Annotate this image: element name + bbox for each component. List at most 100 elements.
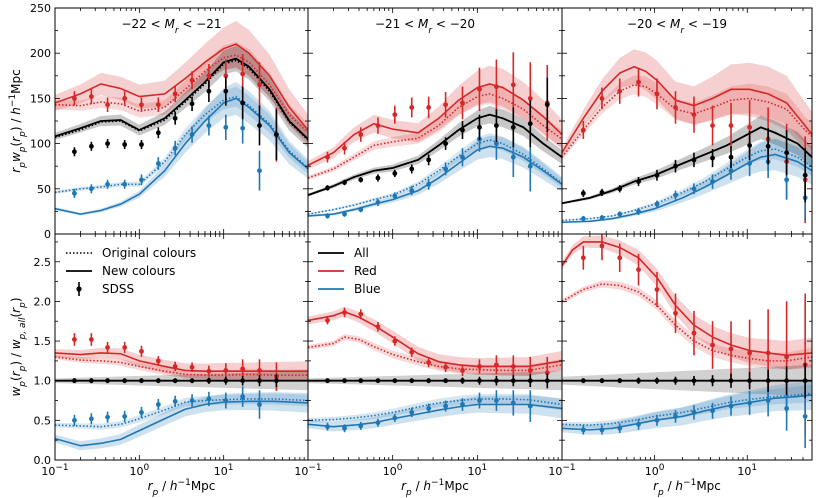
- panel-3-top: [562, 49, 812, 224]
- all_obs-point: [206, 88, 212, 94]
- blue_obs-point: [580, 216, 586, 222]
- blue_obs-point: [477, 398, 482, 403]
- red_orig-line: [562, 84, 812, 158]
- x-tick-label: 10−1: [294, 463, 321, 478]
- all_obs-point: [88, 378, 94, 384]
- red_obs-point: [443, 102, 449, 108]
- all_obs-point: [139, 378, 144, 384]
- all_obs-point: [325, 378, 330, 384]
- red_new-line: [308, 83, 562, 167]
- y-tick-label: 2.0: [34, 295, 52, 308]
- all_obs-point: [691, 157, 697, 163]
- blue_obs-point: [599, 427, 605, 433]
- panel-2-bottom: [308, 306, 562, 433]
- blue_orig-line: [308, 398, 562, 422]
- all_obs-point: [710, 155, 715, 161]
- legend-label: SDSS: [102, 282, 134, 296]
- all_obs-point: [784, 378, 790, 384]
- all_obs-point: [599, 190, 605, 195]
- blue_obs-point: [654, 417, 660, 423]
- red_obs-point: [673, 310, 678, 316]
- red_obs-point: [392, 112, 398, 118]
- blue_orig-band: [55, 86, 308, 194]
- all_new-line: [55, 57, 308, 140]
- red_obs-point: [409, 105, 415, 110]
- red_obs-point: [728, 123, 734, 128]
- all_obs-point: [636, 179, 641, 184]
- red_obs-point: [544, 370, 550, 376]
- all_obs-point: [122, 378, 128, 384]
- blue_obs-point: [510, 154, 516, 160]
- blue_obs-point: [392, 193, 398, 199]
- blue_obs-point: [710, 179, 715, 184]
- x-tick-label: 101: [737, 463, 757, 478]
- legend-label: Original colours: [102, 246, 196, 260]
- all_obs-point: [426, 157, 432, 163]
- x-tick-label: 100: [383, 463, 403, 478]
- red_obs-point: [172, 91, 178, 97]
- all_obs-point: [599, 378, 605, 384]
- y-tick-label: 50: [37, 183, 51, 196]
- red_obs-point: [784, 354, 790, 360]
- all_obs-point: [728, 378, 734, 384]
- all_obs-point: [240, 100, 246, 106]
- all_obs-point: [654, 172, 660, 178]
- red_obs-point: [460, 367, 465, 373]
- blue_obs-point: [240, 394, 246, 399]
- all_orig-line: [55, 59, 308, 141]
- blue_obs-point: [527, 403, 533, 409]
- red_obs-point: [580, 127, 586, 133]
- blue_obs-point: [691, 410, 697, 415]
- x-axis-label: rp / h−1Mpc: [401, 478, 469, 498]
- red_obs-point: [710, 123, 715, 128]
- panel-frame: [561, 233, 813, 461]
- blue_obs-point: [257, 402, 262, 407]
- red_obs-point: [257, 82, 262, 88]
- x-tick-label: 100: [645, 463, 665, 478]
- red_obs-point: [358, 311, 364, 317]
- all_obs-point: [342, 378, 347, 384]
- red_obs-point: [342, 145, 347, 151]
- blue_orig-band: [55, 393, 308, 430]
- blue_obs-point: [155, 402, 161, 407]
- all_obs-point: [325, 185, 330, 191]
- blue_obs-point: [617, 211, 623, 217]
- blue_new-band: [308, 135, 562, 218]
- all_obs-point: [747, 143, 752, 148]
- x-axis-label: rp / h−1Mpc: [148, 478, 216, 498]
- all_obs-point: [223, 88, 229, 94]
- panel-2-top: [308, 52, 562, 219]
- all_obs-point: [654, 378, 660, 384]
- all_obs-point: [460, 378, 465, 384]
- red_new-band: [562, 235, 812, 370]
- blue_orig-line: [562, 148, 812, 222]
- red_obs-point: [510, 364, 516, 369]
- all_new-line: [308, 113, 562, 196]
- red_obs-point: [240, 71, 246, 77]
- red_new-band: [55, 21, 308, 146]
- blue_obs-point: [375, 199, 381, 205]
- red_obs-point: [747, 124, 752, 130]
- red_orig-band: [55, 354, 308, 382]
- blue_obs-point: [122, 413, 128, 419]
- blue_obs-point: [599, 215, 605, 221]
- blue_obs-point: [691, 186, 697, 192]
- red_obs-point: [189, 364, 195, 370]
- blue_obs-point: [636, 209, 641, 214]
- red_obs-point: [155, 358, 161, 364]
- blue_orig-line: [308, 139, 562, 215]
- red_obs-point: [510, 82, 516, 88]
- all_obs-point: [691, 378, 697, 384]
- blue_obs-point: [426, 181, 432, 187]
- blue_obs-point: [510, 400, 516, 406]
- all_obs-point: [636, 378, 641, 384]
- red_obs-point: [747, 350, 752, 356]
- red_new-line: [55, 43, 308, 131]
- red_obs-point: [342, 310, 347, 315]
- blue_obs-point: [172, 398, 178, 404]
- x-axis-label: rp / h−1Mpc: [653, 478, 721, 498]
- all_obs-point: [88, 143, 94, 149]
- all_obs-point: [527, 378, 533, 384]
- red_obs-point: [617, 255, 623, 261]
